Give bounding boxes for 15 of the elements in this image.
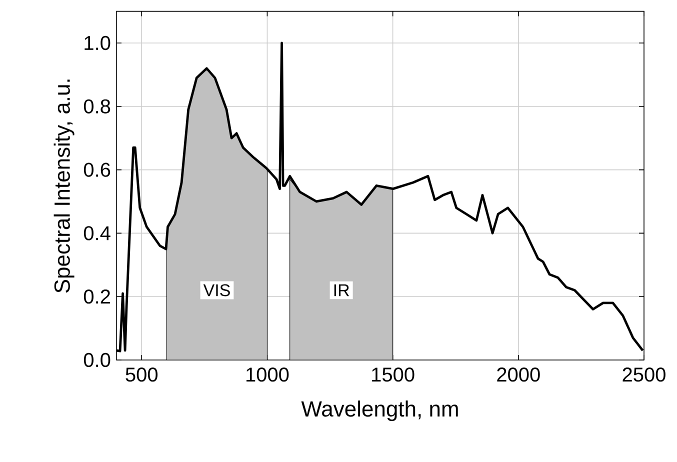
x-tick-label: 2000 (497, 368, 540, 382)
y-tick-label: 1.0 (84, 36, 110, 50)
x-tick-label: 500 (126, 368, 158, 382)
y-tick-label: 0.6 (84, 162, 110, 177)
y-tick-label: 0.2 (84, 290, 110, 304)
y-tick-label: 0.0 (84, 352, 110, 368)
x-tick-label: 1000 (246, 368, 289, 382)
series-label: IR (334, 284, 350, 296)
series-label: VIS (203, 284, 230, 296)
x-tick-label: 1500 (372, 368, 414, 382)
y-axis-title: Spectral Intensity, a.u. (54, 80, 74, 293)
x-tick-label: 2500 (622, 368, 666, 382)
y-tick-label: 0.4 (84, 226, 110, 240)
x-axis-title: Wavelength, nm (301, 400, 458, 422)
y-tick-label: 0.8 (84, 99, 110, 114)
